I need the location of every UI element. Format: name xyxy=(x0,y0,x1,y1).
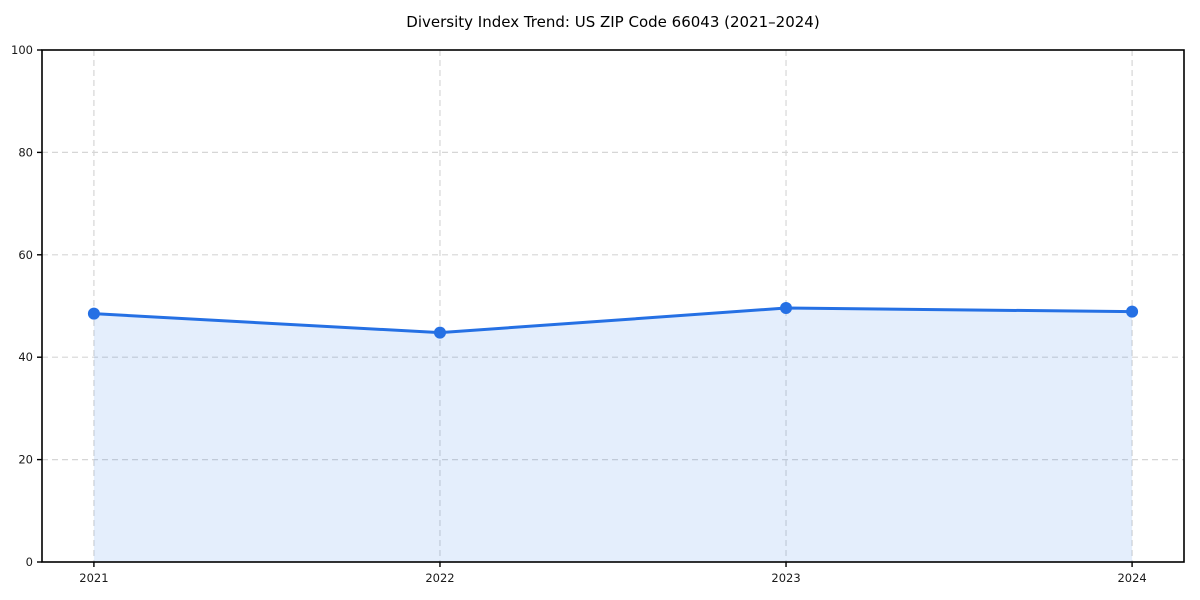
chart-title: Diversity Index Trend: US ZIP Code 66043… xyxy=(406,13,820,31)
y-tick-label: 60 xyxy=(18,248,33,262)
trend-line xyxy=(92,306,1134,335)
y-tick-label: 40 xyxy=(18,350,33,364)
plot-border xyxy=(41,49,1185,563)
x-tick-label: 2023 xyxy=(771,571,800,585)
y-tick-label: 20 xyxy=(18,453,33,467)
y-tick-label: 0 xyxy=(26,555,33,569)
y-tick-label: 80 xyxy=(18,145,33,159)
y-tick-label: 100 xyxy=(11,43,33,57)
x-tick-label: 2024 xyxy=(1117,571,1146,585)
area-fill xyxy=(93,308,1133,562)
x-tick-label: 2022 xyxy=(425,571,454,585)
data-point-2024 xyxy=(1126,305,1139,318)
data-point-2021 xyxy=(87,307,100,320)
data-point-2022 xyxy=(433,326,446,339)
x-tick-label: 2021 xyxy=(79,571,108,585)
data-point-2023 xyxy=(780,302,793,315)
